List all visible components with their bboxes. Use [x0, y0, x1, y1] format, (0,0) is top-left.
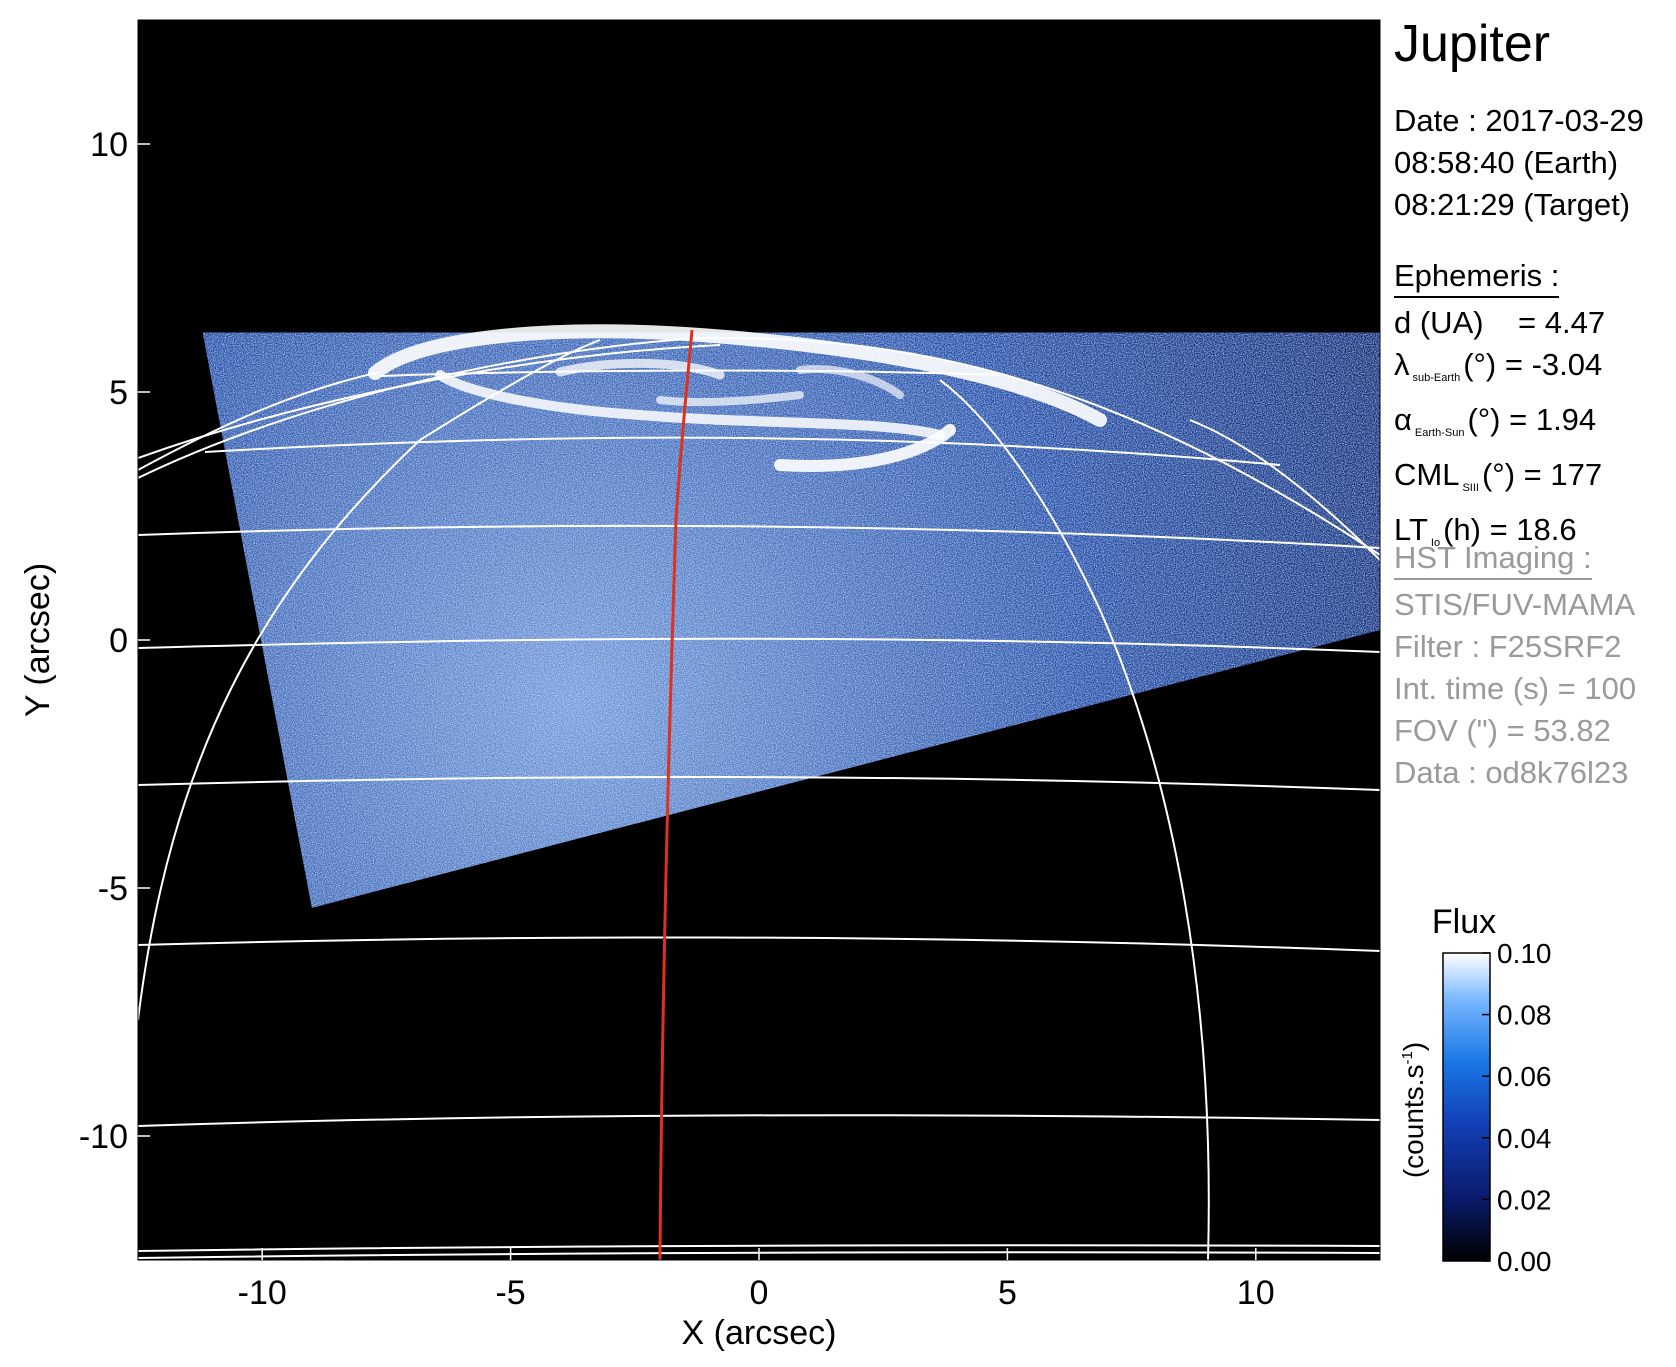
colorbar-tick-label: 0.04 — [1497, 1123, 1552, 1154]
colorbar-ticks: 0.00 0.02 0.04 0.06 0.08 0.10 — [1482, 938, 1552, 1277]
io-local-time-row: LT Io(h) = 18.6 — [1394, 512, 1577, 549]
date-line: Date : 2017-03-29 — [1394, 103, 1644, 138]
x-tick-label: 0 — [750, 1274, 769, 1312]
y-tick-label: 10 — [90, 126, 128, 164]
y-tick-label: -10 — [79, 1118, 128, 1156]
colorbar-gradient — [1442, 952, 1491, 1262]
x-axis-ticks: -10 -5 0 5 10 — [238, 1248, 1275, 1312]
latitude-line — [138, 344, 721, 459]
observation-date-block: Date : 2017-03-29 08:58:40 (Earth) 08:21… — [1394, 100, 1644, 226]
longitude-line — [939, 379, 1210, 1260]
longitude-line — [1189, 419, 1380, 561]
distance-row: d (UA) = 4.47 — [1394, 305, 1606, 340]
latitude-line — [204, 436, 1281, 466]
phase-angle-row: α Earth-Sun(°) = 1.94 — [1394, 402, 1597, 439]
x-tick-label: 10 — [1237, 1274, 1275, 1312]
integration-time: Int. time (s) = 100 — [1394, 671, 1637, 706]
ephemeris-header: Ephemeris : — [1394, 258, 1560, 298]
hst-imaging-block: HST Imaging : STIS/FUV-MAMA Filter : F25… — [1394, 537, 1636, 794]
target-title: Jupiter — [1394, 15, 1551, 73]
latitude-line — [138, 1114, 1380, 1127]
latitude-line — [138, 775, 1380, 791]
colorbar-tick-label: 0.08 — [1497, 1000, 1552, 1031]
colorbar-tick-label: 0.00 — [1497, 1246, 1552, 1277]
x-axis-label: X (arcsec) — [682, 1314, 837, 1352]
latitude-line — [138, 524, 1380, 549]
latitude-line — [138, 1244, 1380, 1252]
x-tick-label: -5 — [495, 1274, 525, 1312]
colorbar-tick-label: 0.06 — [1497, 1061, 1552, 1092]
ephemeris-block: Ephemeris : d (UA) = 4.47 λ sub-Earth(°) … — [1394, 255, 1605, 564]
cml-row: CML SIII(°) = 177 — [1394, 457, 1603, 494]
longitude-line — [138, 339, 601, 1021]
colorbar-title: Flux — [1432, 903, 1496, 941]
data-id: Data : od8k76l23 — [1394, 755, 1629, 790]
y-tick-label: 0 — [109, 622, 128, 660]
field-of-view: FOV (") = 53.82 — [1394, 713, 1611, 748]
latitude-line — [379, 369, 1001, 377]
lat-lon-grid — [138, 336, 1380, 1260]
instrument: STIS/FUV-MAMA — [1394, 587, 1636, 622]
colorbar: Flux 0.00 0.02 0.04 0.06 0.08 0.10 (counts.s-… — [1398, 903, 1552, 1277]
filter: Filter : F25SRF2 — [1394, 629, 1622, 664]
earth-time: 08:58:40 (Earth) — [1394, 145, 1619, 180]
colorbar-tick-label: 0.10 — [1497, 938, 1552, 969]
x-tick-label: 5 — [998, 1274, 1017, 1312]
x-tick-label: -10 — [238, 1274, 287, 1312]
target-time: 08:21:29 (Target) — [1394, 187, 1631, 222]
y-tick-label: -5 — [98, 870, 128, 908]
y-tick-label: 5 — [109, 374, 128, 412]
central-meridian-line — [658, 329, 694, 1260]
hst-header: HST Imaging : — [1394, 540, 1592, 580]
colorbar-unit-label: (counts.s-1) — [1398, 1042, 1429, 1178]
longitude-line — [138, 371, 381, 471]
latitude-line — [138, 936, 1380, 952]
colorbar-tick-label: 0.02 — [1497, 1184, 1552, 1215]
y-axis-ticks: -10 -5 0 5 10 — [79, 126, 150, 1156]
latitude-line — [138, 336, 1380, 556]
y-axis-label: Y (arcsec) — [19, 563, 57, 717]
latitude-line — [138, 1251, 1380, 1259]
latitude-line — [138, 637, 1380, 653]
sub-earth-latitude-row: λ sub-Earth(°) = -3.04 — [1394, 347, 1603, 384]
